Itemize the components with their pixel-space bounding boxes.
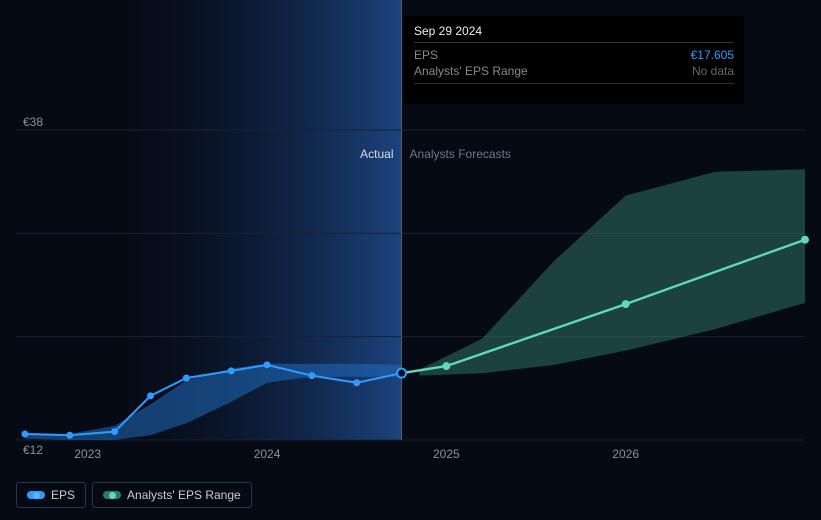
x-axis-label: 2025 [433, 447, 460, 461]
tooltip-row-value: €17.605 [691, 48, 734, 62]
chart-legend: EPS Analysts' EPS Range [16, 482, 252, 508]
legend-dot-icon [109, 492, 116, 499]
tooltip-row: EPS €17.605 [414, 47, 734, 63]
x-axis-label: 2023 [74, 447, 101, 461]
eps-forecast-marker [801, 236, 809, 244]
tooltip-divider [414, 42, 734, 43]
eps-actual-marker [353, 379, 360, 386]
eps-actual-marker [183, 375, 190, 382]
tooltip-row: Analysts' EPS Range No data [414, 63, 734, 79]
eps-actual-marker [147, 392, 154, 399]
legend-swatch [27, 491, 45, 499]
x-axis-label: 2024 [254, 447, 281, 461]
section-label-forecast: Analysts Forecasts [410, 147, 511, 161]
cursor-marker [397, 369, 406, 378]
legend-swatch [103, 491, 121, 499]
legend-item[interactable]: Analysts' EPS Range [92, 482, 252, 508]
legend-label: EPS [51, 488, 75, 502]
eps-forecast-marker [622, 300, 630, 308]
x-axis-label: 2026 [612, 447, 639, 461]
eps-actual-marker [308, 372, 315, 379]
legend-item[interactable]: EPS [16, 482, 86, 508]
legend-label: Analysts' EPS Range [127, 488, 241, 502]
eps-actual-marker [228, 367, 235, 374]
eps-actual-marker [264, 361, 271, 368]
eps-actual-marker [111, 428, 118, 435]
eps-actual-marker [21, 431, 28, 438]
y-axis-label: €38 [23, 115, 43, 129]
tooltip-row-label: Analysts' EPS Range [414, 64, 528, 78]
eps-forecast-marker [442, 362, 450, 370]
y-axis-label: €12 [23, 443, 43, 457]
eps-chart: €38 €12 2023 2024 2025 2026 Actual Analysts For… [0, 0, 821, 520]
section-label-actual: Actual [360, 147, 393, 161]
tooltip-row-label: EPS [414, 48, 438, 62]
chart-tooltip: Sep 29 2024 EPS€17.605Analysts' EPS Rang… [404, 16, 744, 104]
legend-dot-icon [33, 492, 40, 499]
eps-range-forecast-area [419, 169, 805, 375]
tooltip-date: Sep 29 2024 [414, 24, 734, 38]
eps-actual-marker [66, 432, 73, 439]
tooltip-divider [414, 83, 734, 84]
tooltip-row-value: No data [692, 64, 734, 78]
